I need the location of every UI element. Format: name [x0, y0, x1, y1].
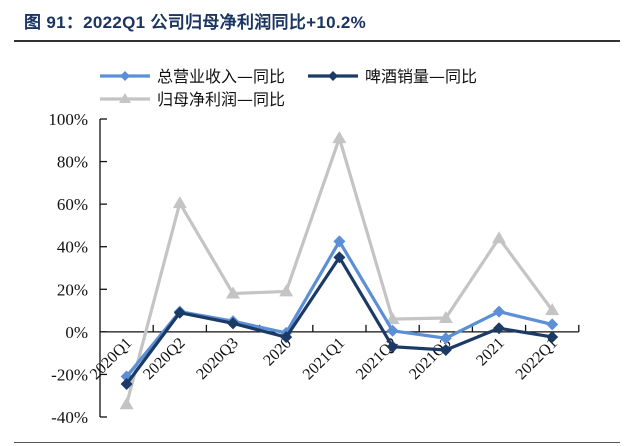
diamond-marker-icon: [493, 305, 505, 318]
x-tick-label: 2020: [260, 335, 295, 370]
y-tick-label: 40%: [57, 238, 88, 257]
diamond-marker-icon: [333, 251, 346, 264]
diamond-marker-icon: [439, 343, 452, 356]
series-line: [120, 251, 559, 391]
diamond-marker-icon: [280, 331, 293, 344]
triangle-marker-icon: [119, 93, 131, 103]
legend-item: 总营业收入—同比: [100, 67, 285, 86]
diamond-marker-icon: [386, 340, 399, 353]
diamond-marker-icon: [173, 306, 186, 319]
x-tick-label: 2020Q2: [140, 335, 188, 383]
diamond-marker-icon: [546, 318, 559, 331]
title-divider: [14, 40, 620, 42]
triangle-marker-icon: [438, 311, 453, 324]
bottom-divider: [14, 442, 620, 443]
x-tick-label: 2021Q2: [353, 335, 401, 383]
triangle-marker-icon: [119, 397, 134, 410]
y-tick-label: -40%: [51, 408, 88, 427]
legend-item: 啤酒销量—同比: [308, 67, 477, 86]
diamond-marker-icon: [386, 324, 399, 337]
legend-label: 归母净利润—同比: [157, 90, 285, 109]
diamond-marker-icon: [120, 370, 133, 383]
triangle-marker-icon: [172, 196, 187, 209]
diamond-marker-icon: [333, 235, 346, 248]
triangle-marker-icon: [385, 312, 400, 325]
diamond-marker-icon: [120, 71, 130, 81]
y-tick-label: 0%: [65, 323, 88, 342]
legend-item: 归母净利润—同比: [100, 90, 285, 109]
x-tick-label: 2022Q1: [513, 335, 561, 383]
triangle-marker-icon: [226, 286, 240, 299]
x-tick-label: 2021: [473, 335, 508, 370]
diamond-marker-icon: [328, 71, 338, 81]
legend-label: 啤酒销量—同比: [365, 67, 477, 86]
chart-title: 图 91：2022Q1 公司归母净利润同比+10.2%: [24, 13, 367, 32]
diamond-marker-icon: [439, 332, 452, 345]
triangle-marker-icon: [492, 231, 506, 244]
x-tick-label: 2020Q3: [193, 335, 241, 383]
chart-series: [119, 131, 560, 410]
x-tick-label: 2021Q1: [300, 335, 348, 383]
diamond-marker-icon: [227, 317, 239, 330]
diamond-marker-icon: [546, 330, 559, 343]
series-line: [119, 131, 560, 410]
triangle-marker-icon: [332, 131, 347, 144]
y-tick-label: 80%: [57, 153, 88, 172]
triangle-marker-icon: [545, 303, 560, 316]
triangle-marker-icon: [279, 284, 294, 297]
y-tick-label: 100%: [48, 110, 88, 129]
legend-label: 总营业收入—同比: [157, 67, 285, 86]
diamond-marker-icon: [120, 378, 133, 391]
y-tick-label: 60%: [57, 195, 88, 214]
y-tick-label: -20%: [51, 365, 88, 384]
y-tick-label: 20%: [57, 280, 88, 299]
diamond-marker-icon: [493, 322, 505, 335]
